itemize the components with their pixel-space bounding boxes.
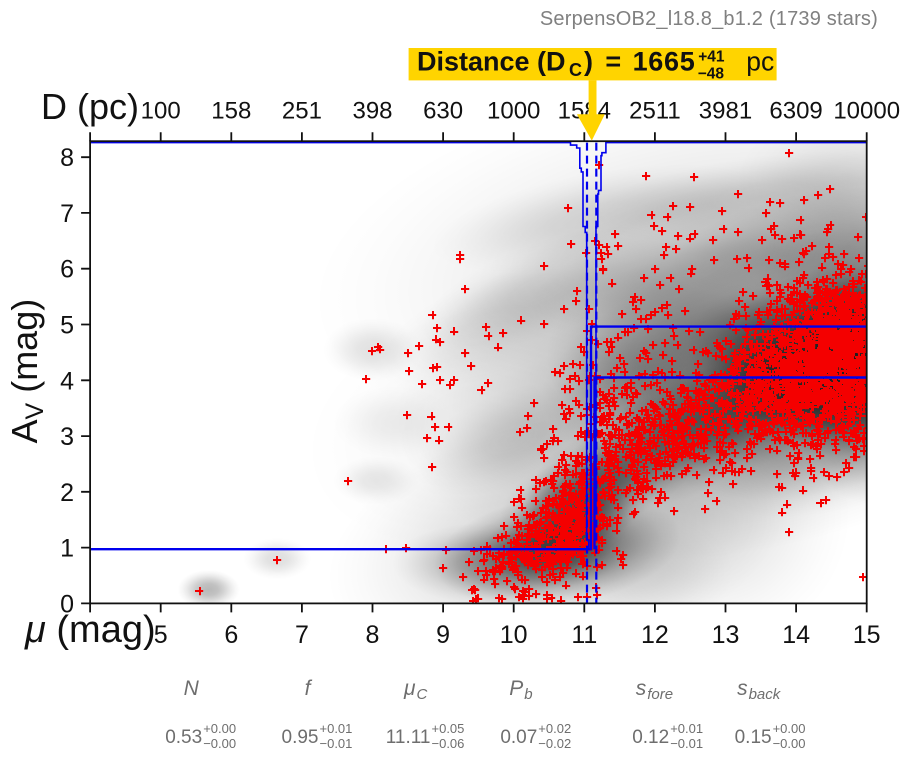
- svg-text:N: N: [184, 677, 200, 700]
- svg-text:−0.00: −0.00: [203, 736, 236, 751]
- svg-text:0.07: 0.07: [500, 727, 537, 748]
- svg-text:pc: pc: [746, 47, 774, 77]
- svg-text:8: 8: [60, 144, 74, 172]
- svg-text:C: C: [569, 60, 582, 80]
- svg-text:2511: 2511: [629, 98, 681, 125]
- svg-text:12: 12: [641, 621, 669, 649]
- svg-text:+0.02: +0.02: [538, 721, 571, 736]
- svg-text:Distance (D: Distance (D: [417, 47, 566, 77]
- svg-text:=: =: [605, 47, 621, 77]
- svg-text:s: s: [737, 677, 748, 700]
- svg-text:4: 4: [60, 367, 74, 395]
- svg-text:P: P: [509, 677, 523, 700]
- svg-text:−48: −48: [698, 66, 725, 83]
- svg-text:−0.01: −0.01: [670, 736, 703, 751]
- svg-text:−0.06: −0.06: [432, 736, 465, 751]
- svg-text:): ): [584, 47, 593, 77]
- svg-text:8: 8: [366, 621, 380, 649]
- svg-text:+0.00: +0.00: [203, 721, 236, 736]
- svg-text:+0.00: +0.00: [773, 721, 806, 736]
- svg-text:1000: 1000: [487, 98, 540, 125]
- svg-text:−0.01: −0.01: [320, 736, 353, 751]
- svg-text:AV (mag): AV (mag): [4, 299, 49, 444]
- svg-text:11.11: 11.11: [386, 727, 431, 748]
- svg-text:3981: 3981: [699, 98, 752, 125]
- svg-text:6: 6: [224, 621, 238, 649]
- svg-text:5: 5: [154, 621, 168, 649]
- svg-text:251: 251: [282, 98, 322, 125]
- svg-text:630: 630: [423, 98, 463, 125]
- svg-text:158: 158: [211, 98, 251, 125]
- svg-text:5: 5: [60, 312, 74, 340]
- svg-text:0.95: 0.95: [282, 727, 319, 748]
- svg-text:3: 3: [60, 423, 74, 451]
- svg-text:13: 13: [712, 621, 740, 649]
- svg-text:1: 1: [60, 535, 74, 563]
- svg-text:6309: 6309: [769, 98, 822, 125]
- svg-text:μ (mag): μ (mag): [24, 609, 156, 651]
- svg-text:SerpensOB2_l18.8_b1.2 (1739 st: SerpensOB2_l18.8_b1.2 (1739 stars): [540, 8, 878, 30]
- svg-text:fore: fore: [647, 686, 673, 703]
- svg-text:9: 9: [436, 621, 450, 649]
- svg-text:C: C: [417, 686, 428, 703]
- svg-text:15: 15: [853, 621, 881, 649]
- svg-text:μ: μ: [403, 677, 416, 700]
- svg-text:−0.00: −0.00: [773, 736, 806, 751]
- svg-text:+0.05: +0.05: [432, 721, 465, 736]
- svg-text:b: b: [524, 686, 532, 703]
- svg-text:+41: +41: [698, 49, 725, 66]
- svg-text:D (pc): D (pc): [41, 86, 139, 127]
- svg-text:100: 100: [141, 98, 181, 125]
- svg-text:7: 7: [60, 200, 74, 228]
- svg-text:0.53: 0.53: [165, 727, 202, 748]
- svg-text:+0.01: +0.01: [320, 721, 353, 736]
- svg-text:10: 10: [500, 621, 528, 649]
- svg-text:0.12: 0.12: [632, 727, 669, 748]
- svg-text:−0.02: −0.02: [538, 736, 571, 751]
- svg-text:398: 398: [352, 98, 392, 125]
- svg-text:7: 7: [295, 621, 309, 649]
- svg-text:11: 11: [571, 621, 597, 649]
- svg-text:6: 6: [60, 256, 74, 284]
- svg-text:1665: 1665: [633, 47, 696, 77]
- svg-text:+0.01: +0.01: [670, 721, 703, 736]
- svg-text:s: s: [636, 677, 647, 700]
- svg-text:14: 14: [782, 621, 810, 649]
- svg-text:0.15: 0.15: [735, 727, 772, 748]
- svg-text:back: back: [749, 686, 782, 703]
- svg-text:2: 2: [60, 479, 74, 507]
- svg-text:10000: 10000: [833, 98, 900, 125]
